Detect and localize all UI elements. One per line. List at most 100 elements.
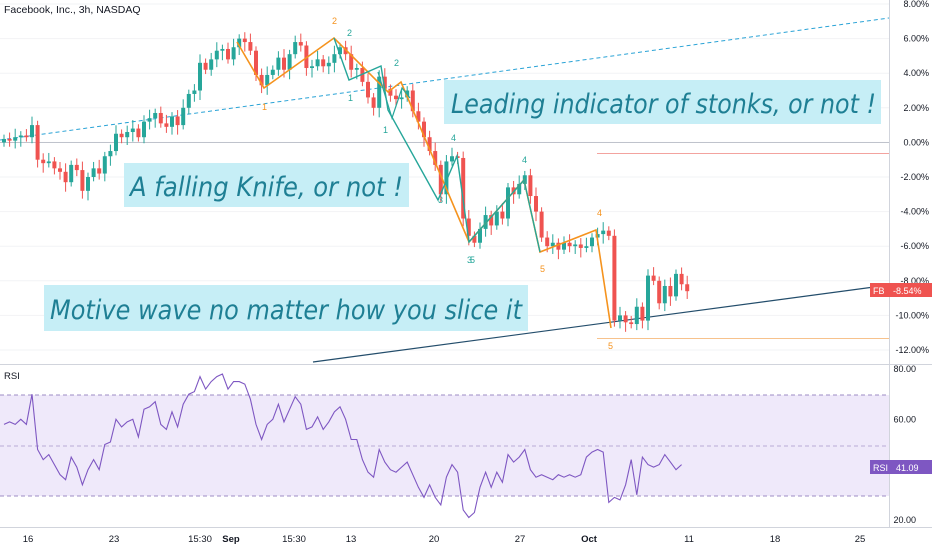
candle-body [186,93,191,108]
candle-body [315,59,320,67]
candle-body [35,125,40,160]
price-tick-label: 0.00% [903,137,929,147]
time-axis-ticks: 16 23 15:30 Sep 15:30 13 20 27 Oct 11 18 25 [23,534,866,545]
candle-body [254,50,258,75]
candle-body [674,273,678,297]
candle-body [52,161,57,169]
time-tick-label: 23 [109,534,120,545]
candle-body [119,133,124,138]
candle-body [657,280,662,304]
candle-body [74,164,79,171]
candle-body [102,156,107,174]
candle-body [550,242,555,247]
candle-body [181,107,186,126]
annotation-bg [44,285,528,331]
elliott-waves: 1 2 2 1 2 1 4 3 3 5 4 5 4 5 [236,16,613,351]
candle-body [578,244,583,248]
candle-body [522,175,527,184]
candle-body [517,183,522,195]
candle-body [338,47,342,55]
candle-body [158,112,163,124]
candle-body [640,306,645,321]
rsi-tick-label: 60.00 [893,414,916,424]
time-tick-label: 18 [770,534,781,545]
price-badge-symbol-bg [870,283,890,297]
rsi-badge-value-bg [890,460,932,474]
candle-body [63,171,68,183]
candle-body [618,315,622,321]
time-tick-label: 13 [346,534,357,545]
teal-subwave-path [377,71,411,120]
candle-body [416,111,421,122]
rsi-tick-label: 80.00 [893,364,916,374]
candle-body [287,54,292,70]
orange-wave-path [236,36,612,329]
candle-body [80,170,85,191]
candle-body [282,57,286,70]
annotation-leading[interactable]: Leading indicator of stonks, or not ! [444,80,881,124]
candle-body [41,159,46,164]
candle-body [494,211,499,226]
annotation-text: Motive wave no matter how you slice it [50,295,523,326]
candle-body [466,218,471,236]
candle-body [321,59,326,67]
candle-body [142,121,146,138]
candle-body [685,284,690,292]
candle-body [394,95,398,100]
candle-body [679,273,684,285]
rsi-line [3,373,682,519]
price-tick-label: 2.00% [903,103,929,113]
candle-body [539,211,544,238]
time-tick-label: Oct [581,534,598,545]
candle-body [18,135,23,138]
candle-body [534,196,538,212]
price-tick-label: -8.00% [900,276,929,286]
candle-body [125,132,130,138]
wave-label: 1 [348,93,353,103]
candle-body [646,275,650,321]
time-tick-label: 20 [429,534,440,545]
candle-body [91,168,96,177]
candle-body [472,235,477,243]
annotation-bg [124,163,409,207]
candle-body [500,211,505,219]
candle-body [651,275,656,281]
wave-label: 3 [438,195,443,205]
price-badge-value-bg [890,283,932,297]
candle-body [528,175,533,197]
candle-body [567,242,572,247]
candle-body [46,161,51,164]
candle-body [86,177,90,191]
candle-body [489,215,494,226]
candle-body [590,237,594,247]
candle-body [24,135,29,138]
candle-body [242,38,247,43]
annotation-motive[interactable]: Motive wave no matter how you slice it [44,285,528,331]
wave-label: 1 [262,102,267,112]
wave-label: 2 [394,58,399,68]
candle-body [388,88,393,96]
candle-body [377,76,382,108]
price-tick-label: 6.00% [903,34,929,44]
rsi-axis-ticks: 80.00 60.00 20.00 [893,364,916,525]
price-tick-label: -12.00% [895,345,929,355]
candles-layer [2,32,690,332]
annotation-falling-knife[interactable]: A falling Knife, or not ! [124,163,409,207]
candle-body [130,128,135,133]
candle-body [662,285,667,304]
candle-body [422,121,426,138]
price-tick-label: 4.00% [903,68,929,78]
price-axis-ticks: 8.00% 6.00% 4.00% 2.00% 0.00% -2.00% -4.00% -6.… [895,0,929,355]
candle-body [634,306,639,325]
wave-label: 1 [383,125,388,135]
rsi-pane [0,394,889,497]
candle-body [2,138,6,143]
time-tick-label: 16 [23,534,34,545]
price-tick-label: 8.00% [903,0,929,9]
candle-body [231,47,236,60]
candle-body [450,156,454,162]
candle-body [461,157,466,219]
rsi-tick-label: 20.00 [893,515,916,525]
